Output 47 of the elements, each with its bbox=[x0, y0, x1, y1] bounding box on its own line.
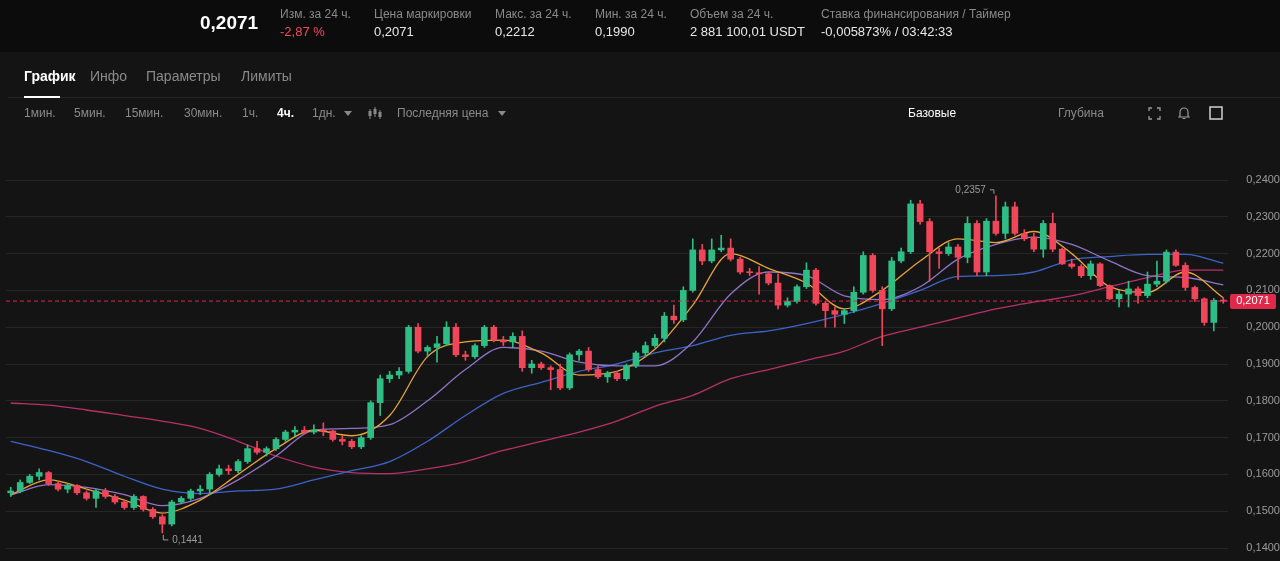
text: 5мин. bbox=[74, 106, 106, 121]
text: -2,87 % bbox=[280, 24, 325, 40]
text: 1мин. bbox=[24, 106, 56, 121]
text: Изм. за 24 ч. bbox=[280, 7, 351, 22]
text: Инфо bbox=[90, 68, 128, 85]
text: Глубина bbox=[1058, 106, 1104, 121]
text: Параметры bbox=[146, 68, 221, 85]
candlestick bbox=[755, 266, 763, 295]
candlestick bbox=[935, 247, 943, 269]
text: 1ч. bbox=[242, 106, 259, 121]
text: Объем за 24 ч. bbox=[690, 7, 774, 22]
text: 15мин. bbox=[125, 106, 164, 121]
text: Цена маркировки bbox=[374, 7, 472, 22]
text: Ставка финансирования / Таймер bbox=[821, 7, 1011, 22]
text: 0,1990 bbox=[595, 24, 635, 40]
text: Мин. за 24 ч. bbox=[595, 7, 667, 22]
y-tick-label: 0,1500 bbox=[1246, 504, 1280, 517]
text: 2 881 100,01 USDT bbox=[690, 24, 805, 40]
text: 0,2071 bbox=[374, 24, 414, 40]
y-tick-label: 0,1600 bbox=[1246, 467, 1280, 480]
candlestick bbox=[547, 365, 555, 391]
candlestick bbox=[433, 336, 441, 363]
candlestick bbox=[831, 306, 839, 328]
text: 0,2071 bbox=[200, 12, 259, 35]
annotation: 0,2357 bbox=[955, 183, 987, 195]
y-tick-label: 0,1900 bbox=[1246, 357, 1280, 370]
text: -0,005873% / 03:42:33 bbox=[821, 24, 953, 40]
text: График bbox=[24, 68, 76, 85]
y-tick-label: 0,2400 bbox=[1246, 173, 1280, 186]
text: Лимиты bbox=[241, 68, 292, 85]
y-tick-label: 0,2000 bbox=[1246, 320, 1280, 333]
y-tick-label: 0,1400 bbox=[1246, 541, 1280, 554]
y-tick-label: 0,2100 bbox=[1246, 283, 1280, 296]
annotation: 0,1441 bbox=[172, 533, 204, 545]
text: 30мин. bbox=[184, 106, 223, 121]
y-tick-label: 0,1800 bbox=[1246, 393, 1280, 406]
ref-line-label: 0,2071 bbox=[1236, 294, 1270, 307]
text: 4ч. bbox=[277, 106, 294, 121]
y-tick-label: 0,2300 bbox=[1246, 209, 1280, 222]
text: Базовые bbox=[908, 106, 957, 121]
y-tick-label: 0,2200 bbox=[1246, 246, 1280, 259]
text: Макс. за 24 ч. bbox=[495, 7, 572, 22]
text: 1дн. bbox=[312, 106, 336, 121]
candlestick bbox=[528, 359, 536, 374]
text: 0,2212 bbox=[495, 24, 535, 40]
text: Последняя цена bbox=[397, 106, 489, 121]
y-tick-label: 0,1700 bbox=[1246, 430, 1280, 443]
